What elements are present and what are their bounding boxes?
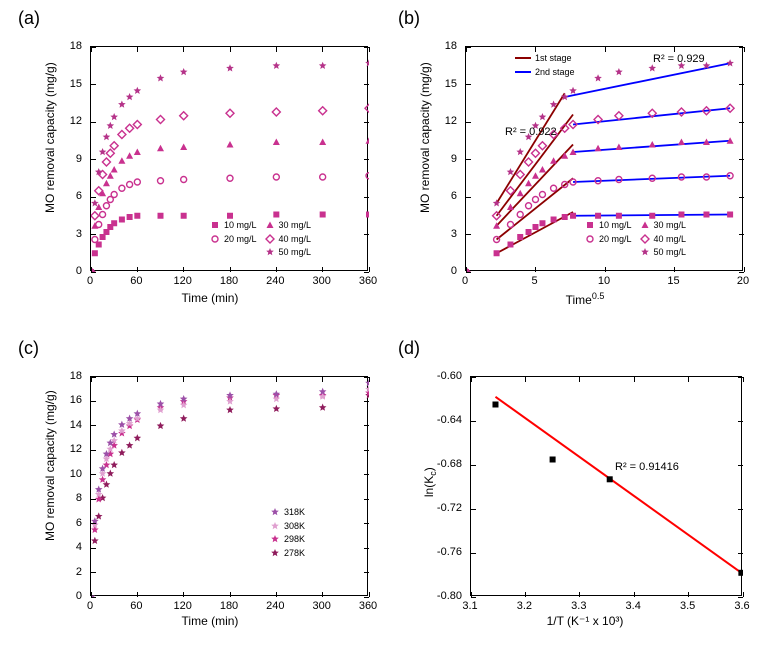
panel-b-xlabel: Time0.5	[415, 291, 755, 307]
panel-b: MO removal capacity (mg/g) Time0.5 1st s…	[415, 36, 755, 316]
panel-d-ylabel-sub: c	[428, 471, 438, 476]
panel-d: ln(Kc) 1/T (K⁻¹ x 10³) R² = 0.91416 3.13…	[415, 366, 755, 638]
chart-d-svg	[471, 377, 743, 597]
panel-c: MO removal capacity (mg/g) Time (min) 31…	[40, 366, 380, 638]
panel-b-ylabel: MO removal capacity (mg/g)	[418, 93, 432, 213]
panel-b-label: (b)	[398, 8, 420, 29]
panel-b-r2-2: R² = 0.929	[653, 53, 705, 65]
panel-a-ylabel: MO removal capacity (mg/g)	[43, 93, 57, 213]
axes-d	[470, 376, 742, 596]
panel-b-xlabel-text: Time	[566, 293, 592, 307]
panel-a-legend: 10 mg/L20 mg/L30 mg/L40 mg/L50 mg/L	[210, 219, 311, 260]
panel-b-r2-1: R² = 0.922	[505, 126, 557, 138]
panel-d-r2: R² = 0.91416	[615, 461, 679, 473]
panel-c-label: (c)	[18, 338, 39, 359]
figure: (a) (b) (c) (d) MO removal capacity (mg/…	[0, 0, 772, 645]
chart-c-svg	[91, 377, 369, 597]
panel-b-xlabel-sup: 0.5	[592, 291, 605, 301]
panel-a-xlabel: Time (min)	[40, 291, 380, 305]
panel-a-label: (a)	[18, 8, 40, 29]
panel-c-legend: 318K308K298K278K	[270, 506, 305, 560]
panel-a: MO removal capacity (mg/g) Time (min) 10…	[40, 36, 380, 316]
panel-b-legend: 10 mg/L20 mg/L30 mg/L40 mg/L50 mg/L	[585, 219, 686, 260]
panel-c-xlabel: Time (min)	[40, 614, 380, 628]
panel-d-ylabel: ln(Kc)	[422, 462, 438, 502]
panel-b-stage-legend: 1st stage2nd stage	[515, 52, 575, 79]
panel-c-ylabel: MO removal capacity (mg/g)	[43, 421, 57, 541]
panel-d-label: (d)	[398, 338, 420, 359]
axes-c	[90, 376, 368, 596]
panel-d-xlabel: 1/T (K⁻¹ x 10³)	[415, 614, 755, 628]
